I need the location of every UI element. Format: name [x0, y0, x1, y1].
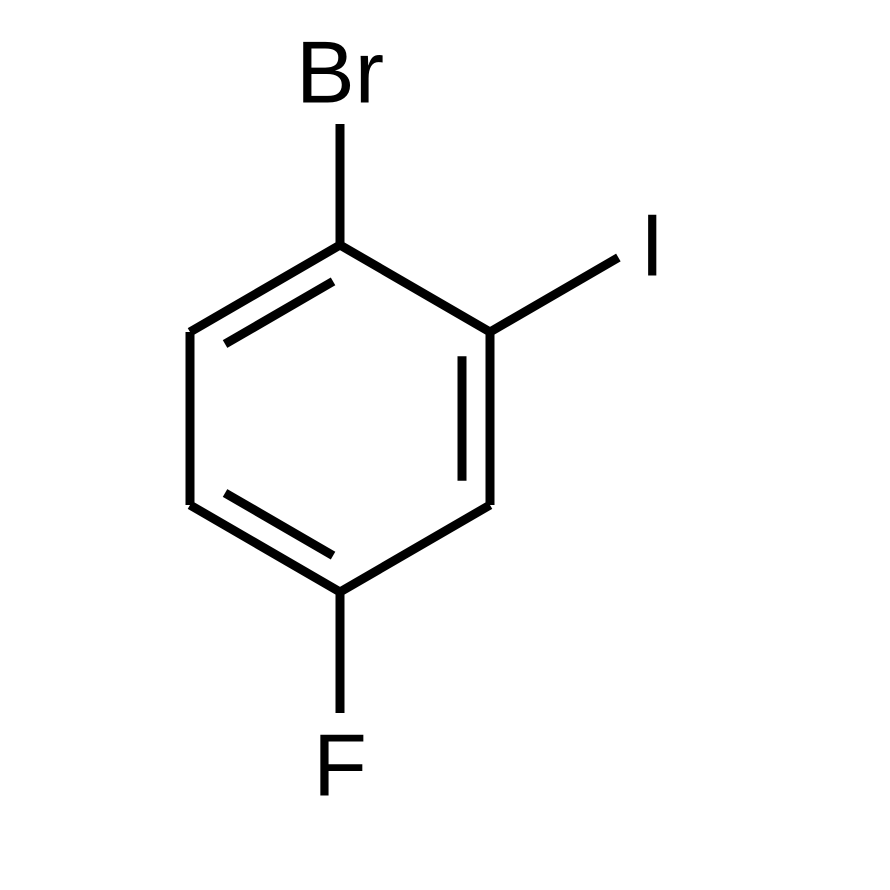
bond-line	[225, 493, 333, 556]
bond-line	[490, 258, 618, 332]
bond-line	[225, 281, 333, 344]
atom-label-br: Br	[296, 23, 384, 122]
atom-label-f: F	[313, 716, 367, 815]
molecule-diagram: Br I F	[0, 0, 890, 890]
atom-label-i: I	[640, 196, 664, 295]
bond-line	[340, 505, 490, 592]
bond-line	[340, 245, 490, 332]
